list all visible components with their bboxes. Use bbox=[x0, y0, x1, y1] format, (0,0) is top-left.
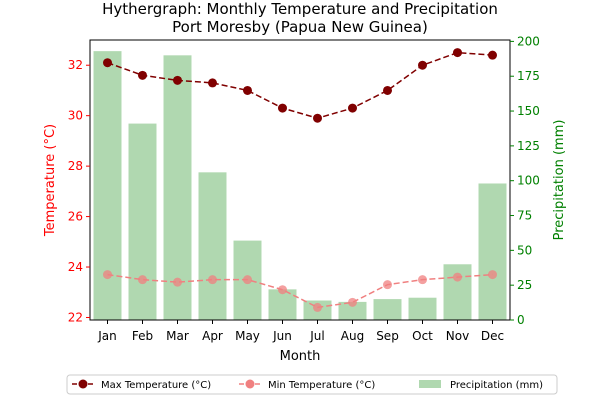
y-right-tick-label: 75 bbox=[517, 209, 532, 223]
precip-bar-sep bbox=[373, 299, 402, 320]
min-temp-point bbox=[383, 280, 392, 290]
max-temp-point bbox=[348, 103, 357, 113]
max-temp-point bbox=[488, 50, 497, 60]
legend-precip-swatch bbox=[419, 380, 441, 388]
x-tick-label: Jan bbox=[97, 329, 117, 343]
min-temp-point bbox=[348, 297, 357, 307]
legend-min-temp-label: Min Temperature (°C) bbox=[268, 380, 375, 391]
min-temp-point bbox=[103, 270, 112, 280]
x-tick-label: Jul bbox=[309, 329, 324, 343]
legend: Max Temperature (°C) Min Temperature (°C)… bbox=[66, 374, 558, 395]
chart-title-line1: Hythergraph: Monthly Temperature and Pre… bbox=[102, 0, 498, 18]
y-left-tick-label: 28 bbox=[68, 159, 83, 173]
max-temp-point bbox=[173, 75, 182, 85]
chart-title-line2: Port Moresby (Papua New Guinea) bbox=[172, 18, 428, 36]
max-temp-point bbox=[243, 85, 252, 95]
min-temp-point bbox=[278, 285, 287, 295]
y-axis-left-label: Temperature (°C) bbox=[43, 124, 58, 237]
precip-bar-oct bbox=[408, 297, 437, 320]
y-right-tick-label: 125 bbox=[517, 139, 540, 153]
precip-bar-jan bbox=[93, 51, 122, 320]
x-tick-label: Mar bbox=[166, 329, 189, 343]
x-tick-label: Oct bbox=[412, 329, 433, 343]
y-left-tick-label: 22 bbox=[68, 310, 83, 324]
max-temp-point bbox=[383, 85, 392, 95]
precip-bar-mar bbox=[163, 55, 192, 320]
y-right-tick-label: 100 bbox=[517, 174, 540, 188]
max-temp-point bbox=[103, 58, 112, 68]
x-tick-label: Dec bbox=[481, 329, 504, 343]
x-tick-label: Aug bbox=[341, 329, 364, 343]
x-tick-label: Apr bbox=[202, 329, 223, 343]
y-right-tick-label: 0 bbox=[517, 313, 525, 327]
min-temp-line bbox=[107, 273, 493, 309]
min-temp-point bbox=[138, 275, 147, 285]
temperature-lines bbox=[103, 48, 497, 312]
plot-frame bbox=[89, 39, 511, 321]
legend-box bbox=[66, 374, 558, 395]
y-left-tick-label: 24 bbox=[68, 260, 83, 274]
min-temp-point bbox=[453, 272, 462, 282]
x-tick-label: Feb bbox=[132, 329, 153, 343]
x-tick-label: Sep bbox=[376, 329, 399, 343]
y-right-tick-label: 50 bbox=[517, 243, 532, 257]
legend-min-temp-marker bbox=[245, 379, 255, 389]
precip-bar-dec bbox=[478, 183, 507, 320]
max-temp-point bbox=[453, 48, 462, 58]
y-left-tick-label: 26 bbox=[68, 210, 83, 224]
legend-precip-label: Precipitation (mm) bbox=[450, 380, 543, 391]
max-temp-point bbox=[278, 103, 287, 113]
legend-max-temp-label: Max Temperature (°C) bbox=[101, 380, 211, 391]
precip-bar-aug bbox=[338, 301, 367, 320]
x-axis-label: Month bbox=[280, 349, 321, 364]
min-temp-point bbox=[208, 275, 217, 285]
y-left-tick-label: 32 bbox=[68, 58, 83, 72]
legend-max-temp-marker bbox=[78, 379, 88, 389]
min-temp-point bbox=[418, 275, 427, 285]
x-tick-label: May bbox=[235, 329, 260, 343]
x-tick-label: Nov bbox=[446, 329, 469, 343]
max-temp-point bbox=[138, 70, 147, 80]
max-temp-line bbox=[107, 51, 493, 119]
x-tick-label: Jun bbox=[272, 329, 292, 343]
y-axis-right-label: Precipitation (mm) bbox=[552, 120, 567, 241]
min-temp-point bbox=[313, 302, 322, 312]
y-left-tick-label: 30 bbox=[68, 109, 83, 123]
axes: 22 24 26 28 30 32 0 25 50 75 100 125 150 175 200 Jan Feb… bbox=[68, 34, 540, 343]
max-temp-point bbox=[208, 78, 217, 88]
max-temp-point bbox=[313, 113, 322, 123]
min-temp-point bbox=[173, 277, 182, 287]
precip-bar-apr bbox=[198, 172, 227, 320]
precipitation-bars bbox=[93, 51, 507, 320]
precip-bar-jun bbox=[268, 289, 297, 320]
y-right-tick-label: 200 bbox=[517, 34, 540, 48]
min-temp-point bbox=[488, 270, 497, 280]
y-right-tick-label: 150 bbox=[517, 104, 540, 118]
y-right-tick-label: 25 bbox=[517, 278, 532, 292]
min-temp-point bbox=[243, 275, 252, 285]
y-right-tick-label: 175 bbox=[517, 69, 540, 83]
precip-bar-feb bbox=[128, 123, 157, 320]
max-temp-point bbox=[418, 60, 427, 70]
